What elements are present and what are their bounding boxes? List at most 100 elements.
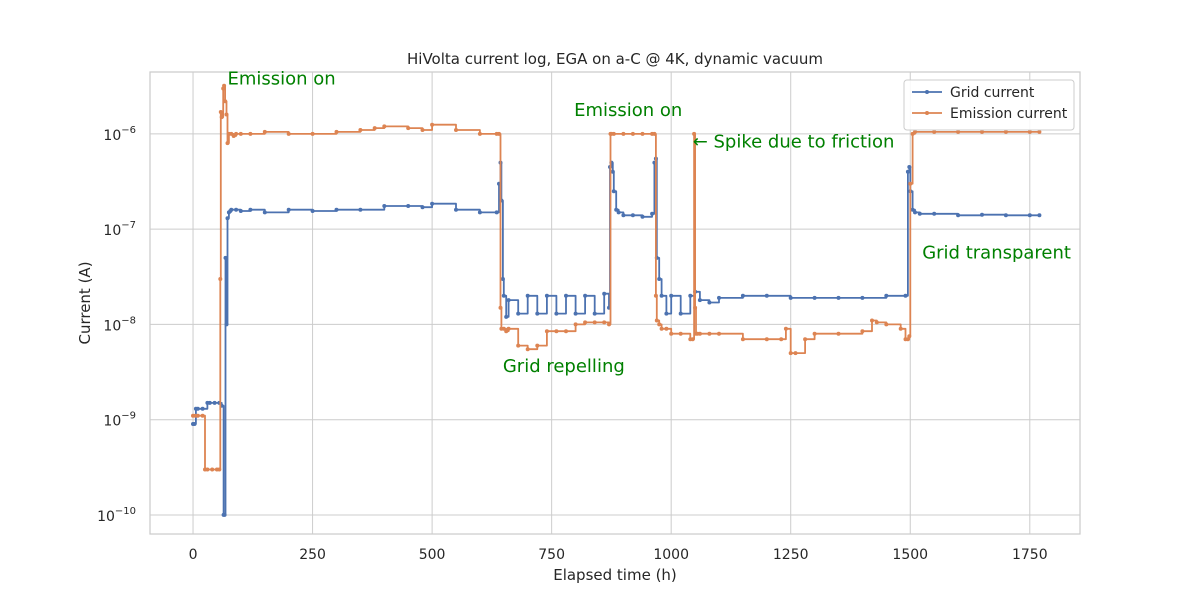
annotation: Emission on <box>227 68 335 89</box>
data-point-emission-current <box>592 320 597 325</box>
data-point-grid-current <box>358 207 363 212</box>
data-point-emission-current <box>870 318 874 323</box>
data-point-grid-current <box>1027 213 1032 218</box>
data-point-emission-current <box>803 337 808 342</box>
data-point-grid-current <box>192 422 197 426</box>
legend-box <box>903 79 1075 131</box>
x-tick-label: 250 <box>299 547 326 563</box>
annotation: ← Spike due to friction <box>693 131 895 152</box>
x-tick-label: 1750 <box>1012 547 1048 563</box>
data-point-grid-current <box>535 311 540 316</box>
data-point-emission-current <box>406 126 411 131</box>
data-point-emission-current <box>654 318 659 323</box>
data-point-grid-current <box>583 293 588 298</box>
data-point-emission-current <box>717 331 721 336</box>
data-point-emission-current <box>516 343 521 348</box>
data-point-emission-current <box>836 331 841 336</box>
annotation: Grid transparent <box>922 243 1071 264</box>
data-point-emission-current <box>583 320 588 325</box>
data-point-emission-current <box>980 129 984 134</box>
data-point-grid-current <box>248 207 253 212</box>
data-point-emission-current <box>262 129 267 134</box>
data-point-emission-current <box>908 181 913 186</box>
data-point-emission-current <box>334 129 339 134</box>
data-point-emission-current <box>1037 129 1042 134</box>
data-point-grid-current <box>238 209 243 213</box>
data-point-grid-current <box>602 291 607 296</box>
data-point-emission-current <box>740 337 745 342</box>
data-point-emission-current <box>640 131 645 136</box>
data-point-emission-current <box>554 329 559 334</box>
data-point-emission-current <box>607 322 611 327</box>
data-point-grid-current <box>910 207 915 212</box>
data-point-grid-current <box>382 204 387 208</box>
data-point-grid-current <box>592 311 597 316</box>
data-point-grid-current <box>903 293 908 298</box>
data-point-grid-current <box>223 255 228 260</box>
legend: Grid current Emission current <box>903 79 1075 131</box>
data-point-grid-current <box>884 293 889 298</box>
data-point-grid-current <box>573 311 578 316</box>
data-point-emission-current <box>497 131 501 136</box>
data-point-emission-current <box>697 331 702 336</box>
data-point-emission-current <box>218 110 223 114</box>
x-tick-label: 1500 <box>892 547 928 563</box>
data-point-grid-current <box>788 295 793 300</box>
data-point-emission-current <box>678 331 683 336</box>
data-point-grid-current <box>225 216 230 221</box>
data-point-grid-current <box>420 205 425 210</box>
legend-marker-emission-current <box>925 111 929 115</box>
data-point-emission-current <box>286 131 291 136</box>
data-point-emission-current <box>630 131 635 136</box>
data-point-emission-current <box>234 131 239 136</box>
chart-title: HiVolta current log, EGA on a-C @ 4K, dy… <box>407 50 823 68</box>
data-point-emission-current <box>764 337 769 342</box>
data-point-grid-current <box>740 293 745 298</box>
data-point-grid-current <box>717 295 721 300</box>
data-point-grid-current <box>262 210 267 215</box>
data-point-grid-current <box>516 311 521 316</box>
data-point-emission-current <box>222 83 227 88</box>
data-point-emission-current <box>224 112 229 117</box>
data-point-grid-current <box>544 293 549 298</box>
data-point-emission-current <box>498 305 503 310</box>
data-point-emission-current <box>956 129 961 134</box>
data-point-grid-current <box>707 300 712 305</box>
data-point-grid-current <box>836 295 841 300</box>
series-emission-current <box>191 83 1042 472</box>
data-point-emission-current <box>692 131 697 136</box>
data-point-emission-current <box>544 329 549 334</box>
data-point-emission-current <box>659 326 664 331</box>
data-point-grid-current <box>678 311 683 316</box>
data-point-grid-current <box>224 322 229 327</box>
y-tick-label: 10−9 <box>103 411 136 430</box>
data-point-emission-current <box>420 128 425 132</box>
y-tick-label: 10−10 <box>97 506 136 525</box>
data-point-emission-current <box>783 326 788 331</box>
data-point-emission-current <box>564 329 568 334</box>
data-point-grid-current <box>310 209 315 213</box>
data-point-emission-current <box>884 322 889 327</box>
data-point-grid-current <box>616 210 621 215</box>
data-point-grid-current <box>932 211 937 216</box>
data-point-grid-current <box>334 207 339 212</box>
data-point-grid-current <box>980 212 984 217</box>
data-point-grid-current <box>1037 213 1042 218</box>
data-point-emission-current <box>195 413 200 418</box>
data-point-grid-current <box>207 400 212 405</box>
data-point-grid-current <box>688 293 693 298</box>
data-point-grid-current <box>860 295 865 300</box>
data-point-grid-current <box>657 277 662 281</box>
data-point-grid-current <box>406 204 411 208</box>
data-point-grid-current <box>500 277 505 281</box>
data-point-emission-current <box>200 413 205 418</box>
annotations: Emission on Emission on ← Spike due to fri… <box>227 68 1071 377</box>
data-point-emission-current <box>652 131 657 136</box>
data-point-emission-current <box>477 131 482 136</box>
data-point-grid-current <box>669 293 674 298</box>
data-point-emission-current <box>874 320 879 325</box>
data-point-grid-current <box>195 406 200 411</box>
data-point-emission-current <box>210 467 215 472</box>
y-axis-title: Current (A) <box>76 261 94 344</box>
